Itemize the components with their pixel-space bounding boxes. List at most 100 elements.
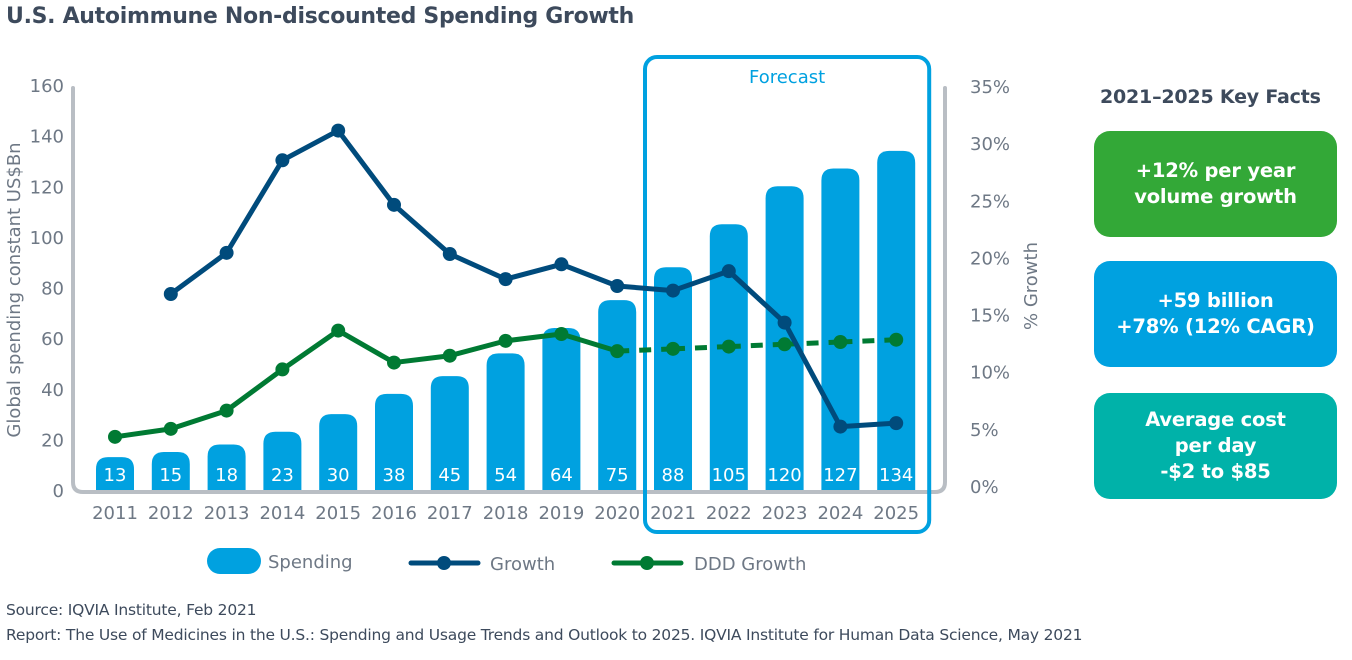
ddd-growth-line-segment (391, 353, 453, 366)
bar-spending (709, 224, 748, 490)
ddd-growth-line-segment (279, 328, 341, 372)
chart-plot: 0 20 40 60 80 100 120 140 160 0% 5% 10% 15% 20% 25% 30%… (4, 55, 1042, 575)
ddd-growth-line-point (163, 421, 178, 436)
bar-spending (151, 452, 190, 490)
x-tick-label: 2021 (650, 503, 696, 524)
growth-line-point (275, 153, 290, 168)
ddd-growth-line-point (219, 403, 234, 418)
key-fact-line: -$2 to $85 (1160, 460, 1271, 483)
bar-spending (319, 414, 358, 490)
bar-spending (542, 328, 581, 490)
growth-line-point (666, 283, 680, 298)
ddd-growth-line-point (554, 327, 569, 341)
y2-tick-label: 35% (970, 77, 1010, 98)
growth-line-point (554, 257, 569, 272)
legend-marker-ddd-growth (640, 556, 654, 570)
ddd-growth-line-point (275, 362, 290, 377)
legend-label-ddd-growth: DDD Growth (694, 554, 806, 575)
growth-line-segment (391, 202, 453, 257)
forecast-box (643, 55, 932, 534)
bar-value-label: 38 (383, 465, 406, 486)
y-tick-label: 100 (30, 228, 64, 249)
growth-line-segment (279, 128, 341, 163)
ddd-growth-line-segment (840, 337, 897, 345)
y2-tick-label: 20% (970, 248, 1010, 269)
ddd-growth-line-point (889, 332, 904, 347)
y-tick-label: 20 (41, 430, 64, 451)
x-tick-label: 2016 (371, 503, 417, 524)
bar-value-label: 45 (438, 465, 461, 486)
x-tick-label: 2015 (315, 503, 361, 524)
bar-value-label: 134 (879, 465, 913, 486)
y-tick-label: 40 (41, 380, 64, 401)
ddd-growth-line-segment (503, 331, 564, 344)
forecast-label: Forecast (749, 67, 825, 88)
bar-value-label: 30 (327, 465, 350, 486)
bar-value-label: 127 (823, 465, 857, 486)
key-fact-spending-increase: +59 billion +78% (12% CAGR) (1094, 261, 1337, 367)
key-fact-line: +12% per year (1135, 159, 1296, 182)
y-tick-label: 140 (30, 127, 64, 148)
ddd-growth-line-point (331, 323, 346, 338)
y2-tick-label: 5% (970, 420, 999, 441)
growth-line-point (442, 247, 457, 261)
ddd-growth-line-segment (112, 426, 174, 440)
bar-spending (821, 168, 860, 490)
bar-value-label: 105 (712, 465, 746, 486)
y2-tick-label: 10% (970, 363, 1010, 384)
y-tick-label: 0 (53, 481, 64, 502)
growth-line-point (889, 416, 904, 431)
x-tick-label: 2018 (483, 503, 529, 524)
y2-tick-label: 0% (970, 477, 999, 498)
key-fact-line: per day (1174, 434, 1257, 457)
bar-spending (207, 444, 246, 490)
y2-tick-label: 30% (970, 134, 1010, 155)
y-tick-label: 80 (41, 279, 64, 300)
bar-spending (598, 300, 637, 490)
bar-value-label: 15 (159, 465, 182, 486)
growth-line-segment (503, 261, 564, 282)
bar-value-label: 75 (606, 465, 629, 486)
y2-axis-title: % Growth (1021, 242, 1042, 330)
right-axis-line (88, 86, 947, 494)
growth-line-point (721, 264, 736, 279)
bar-value-label: 18 (215, 465, 238, 486)
growth-line-segment (335, 128, 397, 208)
bar-spending (654, 267, 692, 490)
legend-marker-growth (437, 556, 451, 570)
key-fact-line: +59 billion (1157, 289, 1274, 312)
key-facts-title: 2021–2025 Key Facts (1100, 86, 1321, 108)
growth-line-segment (837, 420, 899, 430)
bar-value-label: 13 (104, 465, 127, 486)
x-tick-label: 2011 (92, 503, 138, 524)
ddd-growth-line-point (498, 333, 513, 348)
y2-tick-label: 15% (970, 306, 1010, 327)
x-tick-label: 2014 (259, 503, 305, 524)
ddd-growth-line-segment (447, 338, 509, 359)
bar-spending (486, 353, 525, 490)
x-tick-label: 2017 (427, 503, 473, 524)
ddd-growth-line-segment (224, 366, 285, 414)
bar-spending (375, 393, 413, 490)
growth-line-point (610, 279, 625, 293)
x-tick-label: 2020 (594, 503, 640, 524)
bar-value-label: 54 (494, 465, 517, 486)
key-fact-cost-per-day: Average cost per day -$2 to $85 (1094, 393, 1337, 499)
growth-line-point (219, 245, 234, 260)
x-tick-label: 2012 (148, 503, 194, 524)
ddd-growth-line-point (721, 339, 736, 354)
y-tick-label: 160 (30, 76, 64, 97)
y2-tick-label: 25% (970, 191, 1010, 212)
bar-value-label: 23 (271, 465, 294, 486)
bar-value-label: 120 (767, 465, 801, 486)
left-axis-line (71, 86, 117, 494)
growth-line-segment (614, 283, 676, 294)
ddd-growth-line-segment (672, 344, 729, 352)
growth-line-point (163, 287, 178, 301)
growth-line-point (331, 123, 346, 138)
chart-title: U.S. Autoimmune Non-discounted Spending … (6, 4, 634, 29)
ddd-growth-line-segment (168, 408, 230, 432)
growth-line-point (833, 419, 848, 434)
growth-line-segment (726, 268, 788, 326)
ddd-growth-line-segment (558, 331, 620, 354)
